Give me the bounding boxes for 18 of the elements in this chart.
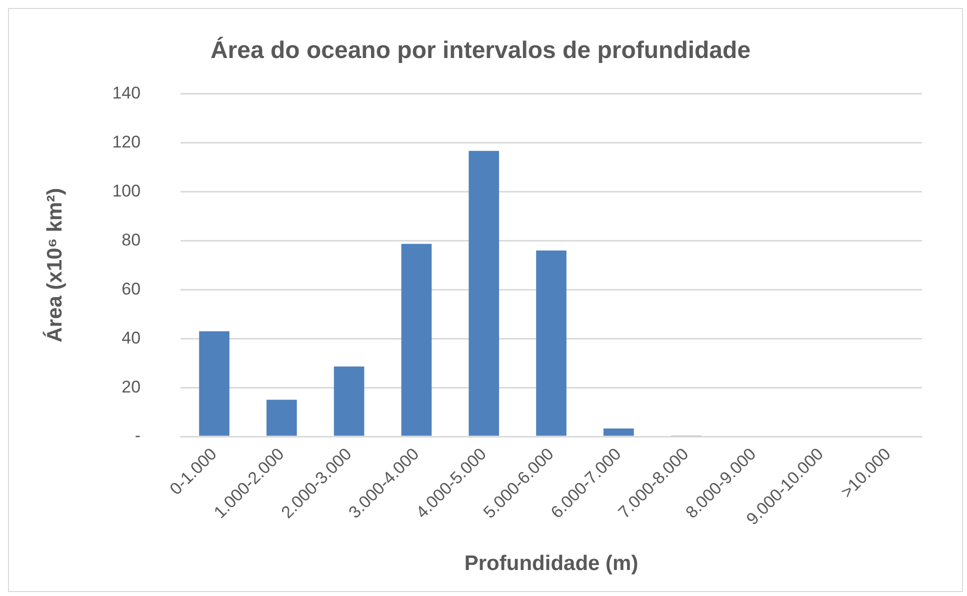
bar [266, 400, 297, 436]
bar [468, 150, 500, 436]
bar [199, 331, 230, 436]
x-axis-title: Profundidade (m) [464, 552, 638, 576]
y-tick-label: 140 [112, 83, 141, 102]
bar [536, 250, 566, 436]
y-tick-label: 80 [122, 230, 141, 250]
bar [401, 244, 432, 436]
y-tick-label: 120 [112, 132, 141, 152]
chart-title: Área do oceano por intervalos de profundidade [210, 36, 751, 64]
bar [334, 366, 364, 436]
bar [604, 428, 634, 436]
y-tick-label: 100 [112, 181, 141, 200]
y-tick-label: - [134, 426, 141, 446]
y-axis-title: Área (x10⁶ km²) [42, 188, 66, 342]
y-tick-label: 20 [122, 377, 141, 396]
y-tick-label: 40 [122, 328, 141, 348]
y-tick-label: 60 [122, 279, 141, 298]
